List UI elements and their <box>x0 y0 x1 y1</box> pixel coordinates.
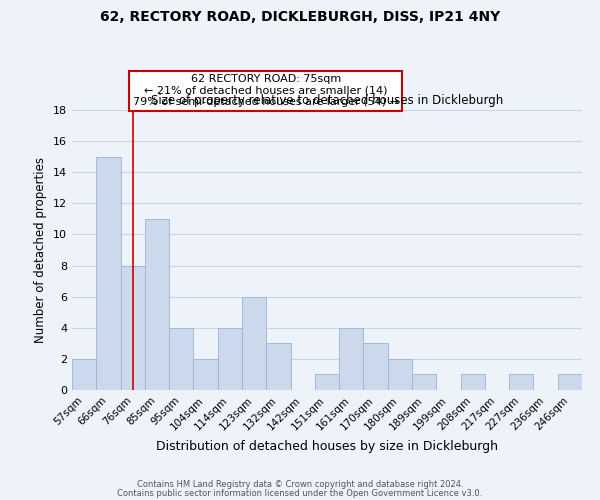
Text: Contains public sector information licensed under the Open Government Licence v3: Contains public sector information licen… <box>118 490 482 498</box>
Y-axis label: Number of detached properties: Number of detached properties <box>34 157 47 343</box>
Bar <box>364 344 388 390</box>
Bar <box>96 156 121 390</box>
Text: 62 RECTORY ROAD: 75sqm
← 21% of detached houses are smaller (14)
79% of semi-det: 62 RECTORY ROAD: 75sqm ← 21% of detached… <box>133 74 399 107</box>
Bar <box>558 374 582 390</box>
Text: 62, RECTORY ROAD, DICKLEBURGH, DISS, IP21 4NY: 62, RECTORY ROAD, DICKLEBURGH, DISS, IP2… <box>100 10 500 24</box>
Title: Size of property relative to detached houses in Dickleburgh: Size of property relative to detached ho… <box>151 94 503 108</box>
Bar <box>339 328 364 390</box>
Bar <box>412 374 436 390</box>
X-axis label: Distribution of detached houses by size in Dickleburgh: Distribution of detached houses by size … <box>156 440 498 453</box>
Bar <box>388 359 412 390</box>
Bar <box>242 296 266 390</box>
Bar <box>121 266 145 390</box>
Bar <box>193 359 218 390</box>
Bar <box>461 374 485 390</box>
Bar <box>72 359 96 390</box>
Text: Contains HM Land Registry data © Crown copyright and database right 2024.: Contains HM Land Registry data © Crown c… <box>137 480 463 489</box>
Bar <box>145 219 169 390</box>
Bar <box>169 328 193 390</box>
Bar <box>266 344 290 390</box>
Bar <box>218 328 242 390</box>
Bar <box>315 374 339 390</box>
Bar <box>509 374 533 390</box>
